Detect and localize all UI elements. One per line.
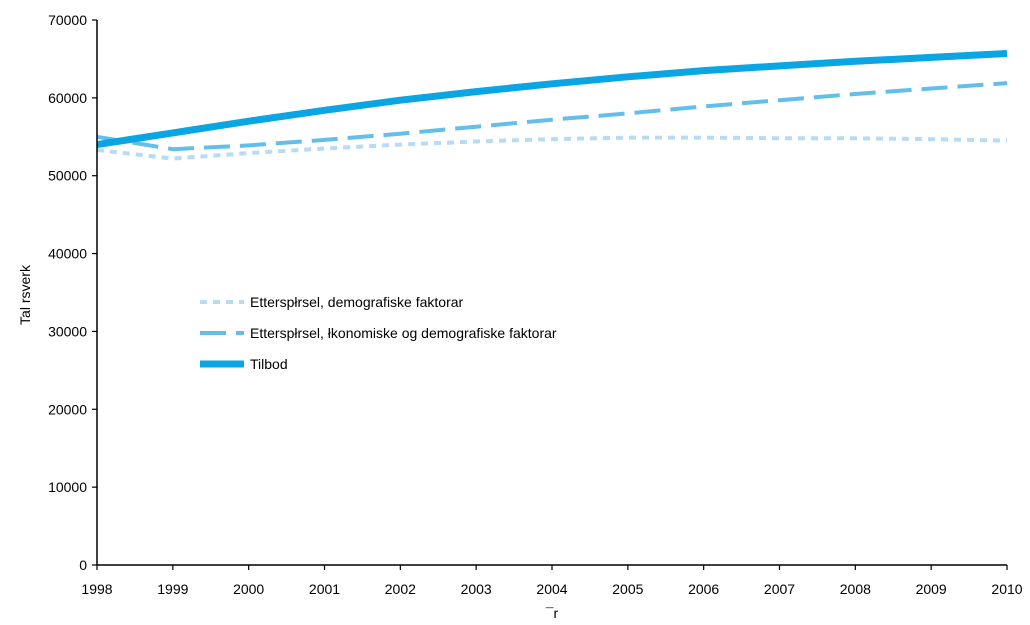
x-tick-label: 2002 bbox=[385, 581, 416, 597]
x-tick-label: 2001 bbox=[309, 581, 340, 597]
x-tick-label: 2004 bbox=[536, 581, 567, 597]
y-tick-label: 0 bbox=[79, 557, 87, 573]
x-tick-label: 2005 bbox=[612, 581, 643, 597]
series-line-2 bbox=[96, 81, 1008, 152]
x-tick-label: 2006 bbox=[688, 581, 719, 597]
x-tick-label: 1999 bbox=[157, 581, 188, 597]
series-line-1 bbox=[96, 135, 1008, 161]
y-tick-label: 40000 bbox=[48, 246, 87, 262]
x-tick-label: 2003 bbox=[461, 581, 492, 597]
x-tick-label: 2007 bbox=[764, 581, 795, 597]
y-axis-title: Tal rsverk bbox=[17, 264, 33, 325]
y-axis-ticks: 0 10000 20000 30000 40000 50000 60000 70000 bbox=[48, 12, 97, 573]
x-tick-label: 1998 bbox=[81, 581, 112, 597]
x-tick-label: 2009 bbox=[916, 581, 947, 597]
plot-lines bbox=[96, 50, 1008, 161]
y-tick-label: 10000 bbox=[48, 479, 87, 495]
legend: Etterspłrsel, demografiske faktorar Etter… bbox=[200, 294, 557, 372]
y-tick-label: 20000 bbox=[48, 401, 87, 417]
x-axis-title: ¯r bbox=[545, 605, 559, 621]
y-tick-label: 30000 bbox=[48, 323, 87, 339]
x-tick-label: 2010 bbox=[991, 581, 1022, 597]
x-axis-ticks: 1998 1999 2000 2001 2002 2003 2004 2005 2006 2007… bbox=[81, 565, 1023, 597]
legend-label-3: Tilbod bbox=[250, 356, 288, 372]
legend-label-2: Etterspłrsel, łkonomiske og demografiske… bbox=[250, 325, 557, 341]
y-tick-label: 70000 bbox=[48, 12, 87, 28]
y-tick-label: 50000 bbox=[48, 168, 87, 184]
x-tick-label: 2000 bbox=[233, 581, 264, 597]
x-tick-label: 2008 bbox=[840, 581, 871, 597]
legend-label-1: Etterspłrsel, demografiske faktorar bbox=[250, 294, 464, 310]
y-tick-label: 60000 bbox=[48, 90, 87, 106]
series-line-3 bbox=[96, 50, 1008, 149]
